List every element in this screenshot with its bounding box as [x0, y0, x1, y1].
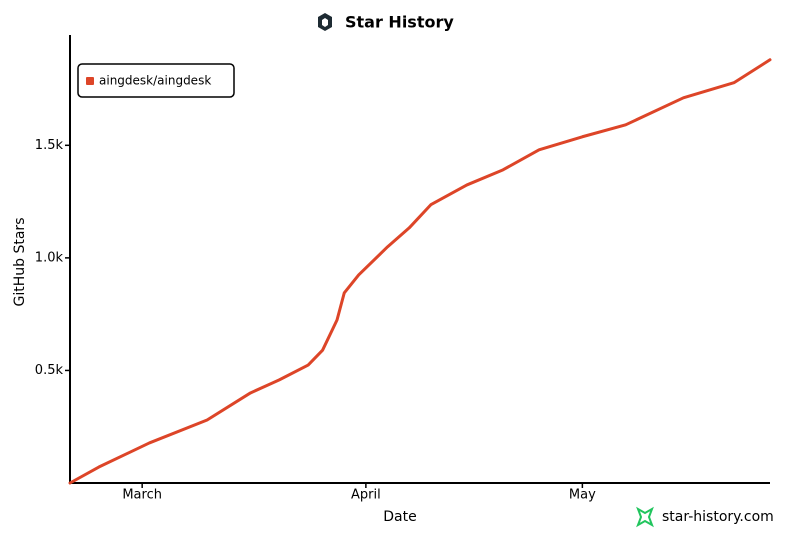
footer: star-history.com	[662, 509, 774, 525]
x-tick-label: April	[351, 488, 381, 503]
y-tick-label: 1.5k	[35, 138, 64, 153]
footer-logo	[636, 506, 654, 528]
x-axis-label: Date	[383, 509, 416, 525]
legend-swatch	[86, 77, 94, 85]
y-tick-label: 1.0k	[35, 250, 64, 265]
chart-title: Star History	[345, 13, 454, 32]
series-line	[68, 58, 772, 485]
x-tick-label: May	[569, 488, 596, 503]
x-tick-label: March	[122, 488, 162, 503]
title-group: Star History	[318, 13, 454, 32]
legend-box	[77, 63, 235, 98]
logo-inner	[322, 18, 328, 27]
y-tick-label: 0.5k	[35, 363, 64, 378]
legend-label: aingdesk/aingdesk	[99, 74, 211, 88]
y-axis-label: GitHub Stars	[12, 218, 28, 307]
